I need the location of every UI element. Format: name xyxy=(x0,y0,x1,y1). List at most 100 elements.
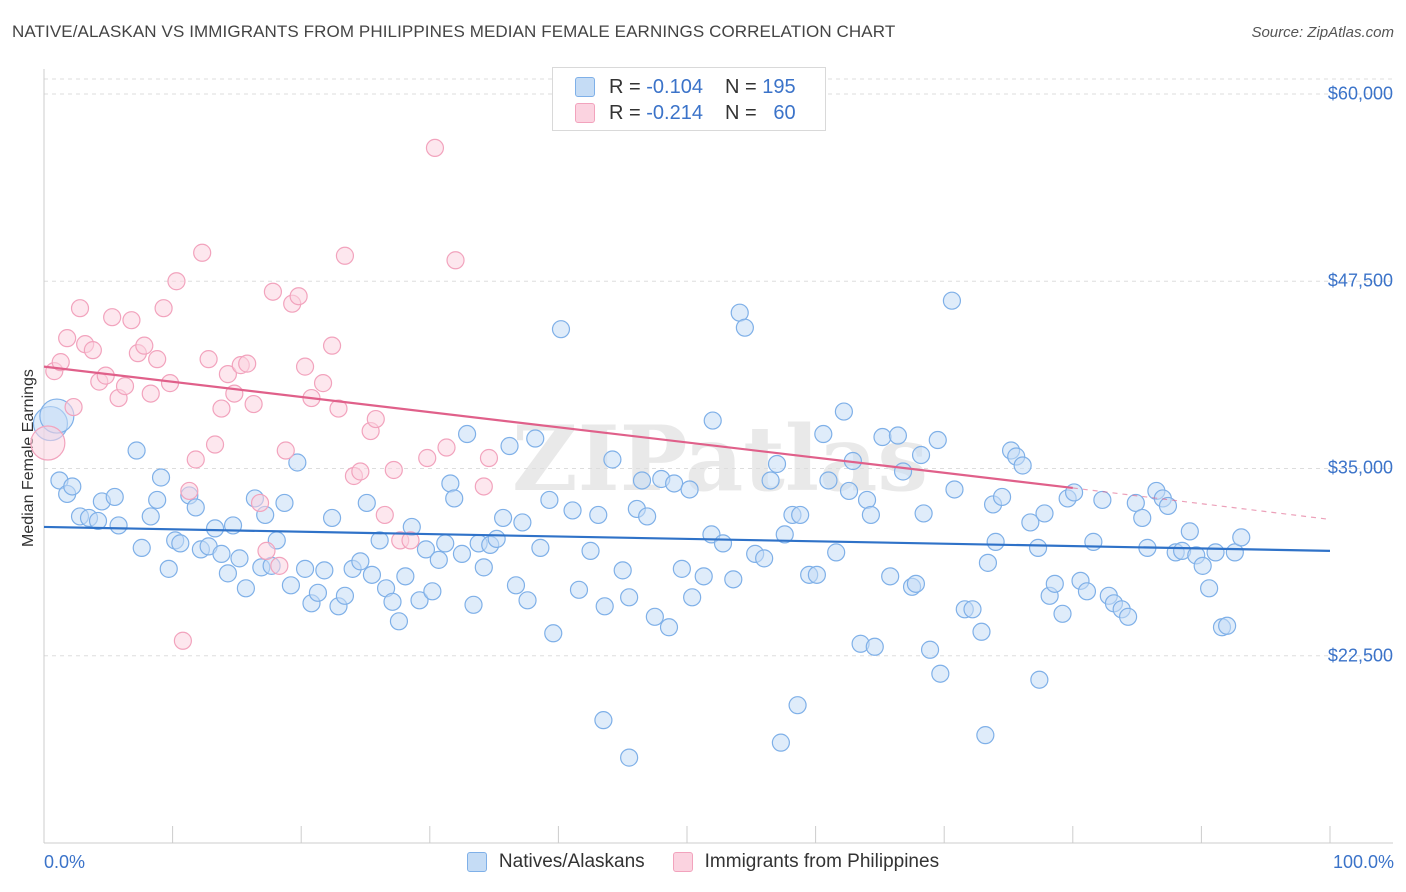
native-point xyxy=(1013,456,1032,475)
native-point xyxy=(383,592,402,611)
philippines-point xyxy=(375,505,394,525)
n-label: N = xyxy=(724,101,757,124)
philippines-point xyxy=(384,460,403,480)
native-point xyxy=(724,570,743,589)
native-point xyxy=(464,595,483,614)
native-point xyxy=(632,471,652,490)
philippines-point xyxy=(58,329,77,348)
chart-title: NATIVE/ALASKAN VS IMMIGRANTS FROM PHILIP… xyxy=(12,22,896,41)
native-point xyxy=(315,561,334,580)
native-point xyxy=(888,426,908,445)
native-point xyxy=(928,430,947,450)
native-point xyxy=(986,532,1005,551)
native-point xyxy=(1084,532,1103,551)
native-point xyxy=(857,490,877,510)
native-point xyxy=(569,580,589,599)
native-point xyxy=(594,711,613,730)
native-point xyxy=(322,508,342,528)
native-point xyxy=(452,544,472,563)
philippines-point xyxy=(244,394,263,414)
native-point xyxy=(362,565,382,584)
legend-swatch-blue xyxy=(466,852,487,872)
native-point xyxy=(1028,538,1048,557)
native-point xyxy=(429,550,448,569)
philippines-trend-extension xyxy=(1072,487,1331,521)
native-point xyxy=(620,588,639,607)
native-point xyxy=(873,427,892,447)
native-point xyxy=(63,477,82,496)
native-point xyxy=(942,291,962,310)
native-point xyxy=(308,583,328,602)
native-point xyxy=(500,436,519,456)
native-point xyxy=(236,579,256,598)
native-point xyxy=(672,559,691,578)
native-point xyxy=(148,490,167,510)
native-point xyxy=(761,471,780,490)
native-point xyxy=(351,552,370,571)
native-point xyxy=(474,558,493,577)
source-credit: Source: ZipAtlas.com xyxy=(1251,24,1394,41)
native-point xyxy=(788,696,807,715)
philippines-point xyxy=(167,272,186,291)
native-point xyxy=(1232,528,1251,547)
series-legend: Natives/Alaskans Immigrants from Philipp… xyxy=(0,851,1406,873)
native-point xyxy=(713,534,733,553)
native-point xyxy=(613,561,632,580)
native-point xyxy=(771,733,790,752)
philippines-point xyxy=(322,336,342,355)
native-point xyxy=(141,507,160,526)
native-point xyxy=(931,664,950,683)
native-point xyxy=(1118,607,1138,626)
native-point xyxy=(513,513,532,532)
legend-item-philippines: Immigrants from Philippines xyxy=(672,851,939,873)
native-point xyxy=(212,544,231,563)
legend-swatch-pink xyxy=(672,852,693,872)
native-point xyxy=(1126,493,1145,513)
philippines-point xyxy=(115,376,135,396)
legend-swatch-pink xyxy=(575,103,595,123)
native-point xyxy=(963,600,982,619)
native-point xyxy=(638,507,657,526)
native-point xyxy=(295,559,315,578)
native-point xyxy=(735,318,754,337)
native-point xyxy=(1158,496,1178,516)
philippines-point xyxy=(103,308,122,327)
native-point xyxy=(132,538,151,557)
philippines-point xyxy=(295,357,315,376)
philippines-point xyxy=(366,409,385,429)
philippines-point xyxy=(263,282,283,301)
y-tick-label: $47,500 xyxy=(1327,270,1393,291)
native-point xyxy=(335,586,355,605)
native-point xyxy=(819,471,838,490)
philippines-point xyxy=(141,384,160,403)
native-point xyxy=(589,505,608,525)
native-point xyxy=(1035,504,1054,523)
native-point xyxy=(88,511,108,531)
philippines-point xyxy=(289,287,308,306)
native-point xyxy=(914,504,933,523)
philippines-point xyxy=(474,477,493,496)
native-point xyxy=(563,501,582,520)
native-point xyxy=(457,424,477,444)
native-point xyxy=(288,453,307,472)
native-point xyxy=(978,553,998,572)
r-value: -0.214 xyxy=(646,101,703,124)
native-point xyxy=(531,538,550,557)
native-point xyxy=(540,490,559,510)
native-point xyxy=(767,454,787,474)
r-value: -0.104 xyxy=(646,75,703,98)
philippines-point xyxy=(425,138,445,158)
native-point xyxy=(230,549,249,568)
philippines-point xyxy=(135,336,154,355)
native-point xyxy=(218,564,237,583)
native-point xyxy=(1200,579,1219,598)
native-point xyxy=(1133,508,1152,528)
native-point xyxy=(1093,490,1112,510)
native-point xyxy=(683,588,702,607)
legend-label: Natives/Alaskans xyxy=(498,851,645,872)
philippines-point xyxy=(180,481,199,501)
native-point xyxy=(127,441,146,460)
n-label: N = xyxy=(724,75,757,98)
x-tick-label-min: 0.0% xyxy=(44,852,86,872)
philippines-point xyxy=(335,246,355,265)
